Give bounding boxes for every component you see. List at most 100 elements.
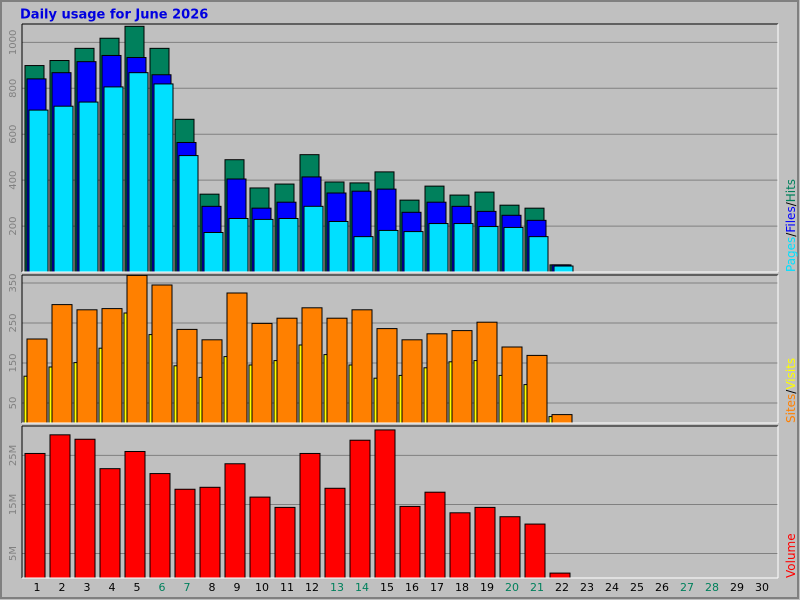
bar [299, 452, 321, 579]
bar [126, 274, 148, 424]
x-tick-label: 27 [680, 581, 694, 594]
x-tick-label: 2 [59, 581, 66, 594]
x-tick-label: 7 [184, 581, 191, 594]
x-tick-label: 19 [480, 581, 494, 594]
legend-entry: Files [784, 206, 798, 232]
bar [374, 429, 396, 579]
bar [301, 307, 323, 424]
x-tick-label: 24 [605, 581, 619, 594]
bar [399, 505, 421, 579]
bar [378, 229, 399, 273]
bar [124, 450, 146, 579]
bar [276, 317, 298, 424]
bar [153, 83, 174, 273]
bar [499, 516, 521, 579]
bar [49, 434, 71, 579]
y-tick-label: 600 [8, 125, 19, 144]
y-tick-label: 25M [8, 445, 19, 466]
y-tick-label: 250 [8, 313, 19, 332]
bar [424, 491, 446, 579]
x-tick-label: 8 [209, 581, 216, 594]
bar [451, 330, 473, 424]
legend: Volume [784, 533, 798, 578]
x-tick-label: 3 [84, 581, 91, 594]
bar [51, 304, 73, 424]
x-tick-label: 29 [730, 581, 744, 594]
bar [501, 346, 523, 424]
y-tick-label: 800 [8, 79, 19, 98]
y-tick-label: 1000 [8, 30, 19, 55]
bar [426, 333, 448, 424]
bar [551, 414, 573, 424]
bar [278, 217, 299, 273]
bar [178, 155, 199, 273]
bar [349, 439, 371, 579]
bar [128, 72, 149, 273]
y-tick-label: 15M [8, 494, 19, 515]
bar [226, 292, 248, 424]
legend-entry: Hits [784, 179, 798, 202]
x-tick-label: 22 [555, 581, 569, 594]
bar [401, 339, 423, 424]
bar [203, 232, 224, 273]
bar [449, 512, 471, 579]
y-tick-label: 400 [8, 171, 19, 190]
bar [176, 328, 198, 424]
y-tick-label: 5M [8, 546, 19, 561]
x-tick-label: 17 [430, 581, 444, 594]
legend-entry: Visits [784, 358, 798, 390]
bar [326, 317, 348, 424]
x-tick-label: 28 [705, 581, 719, 594]
bar [453, 223, 474, 273]
bar [324, 487, 346, 579]
bar [174, 488, 196, 579]
bar [26, 338, 48, 424]
x-tick-label: 5 [134, 581, 141, 594]
bar [474, 506, 496, 579]
bar [528, 236, 549, 273]
bar [78, 101, 99, 273]
x-tick-label: 10 [255, 581, 269, 594]
bar [201, 339, 223, 424]
x-tick-label: 20 [505, 581, 519, 594]
y-tick-label: 200 [8, 217, 19, 236]
y-tick-label: 150 [8, 353, 19, 372]
bar [151, 284, 173, 424]
bar [53, 105, 74, 273]
chart-title: Daily usage for June 2026 [20, 8, 208, 23]
bar [76, 309, 98, 424]
bar [249, 496, 271, 579]
bar [199, 486, 221, 579]
bar [303, 205, 324, 273]
bar [253, 218, 274, 273]
bar [103, 86, 124, 273]
x-tick-label: 9 [234, 581, 241, 594]
x-tick-label: 30 [755, 581, 769, 594]
x-tick-label: 1 [34, 581, 41, 594]
bar [503, 226, 524, 273]
bar [524, 523, 546, 579]
bar [251, 322, 273, 424]
bar [351, 309, 373, 424]
legend-entry: Volume [784, 533, 798, 578]
bar [99, 468, 121, 579]
x-tick-label: 18 [455, 581, 469, 594]
x-tick-label: 25 [630, 581, 644, 594]
bar [553, 265, 574, 273]
y-tick-label: 50 [8, 397, 19, 410]
x-tick-label: 6 [159, 581, 166, 594]
bar [28, 109, 49, 273]
bar [228, 217, 249, 273]
bar [328, 220, 349, 273]
x-tick-label: 15 [380, 581, 394, 594]
bar [526, 354, 548, 424]
x-tick-label: 16 [405, 581, 419, 594]
legend-entry: Pages [784, 237, 798, 272]
bar [74, 438, 96, 579]
bar [149, 473, 171, 579]
legend-separator: / [784, 389, 798, 394]
bar [476, 321, 498, 424]
